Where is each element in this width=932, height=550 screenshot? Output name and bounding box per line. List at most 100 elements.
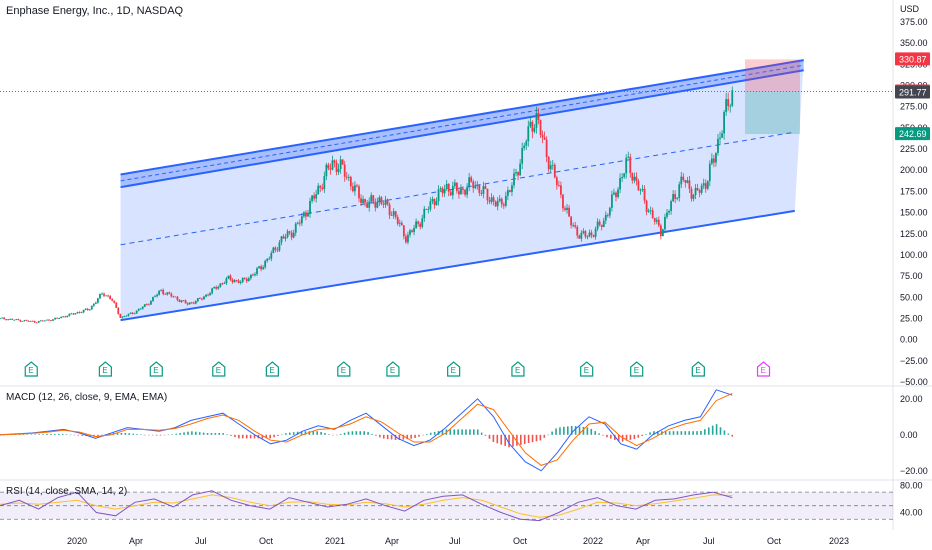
candle-body (462, 188, 464, 190)
macd-histogram-bar (151, 434, 154, 436)
candle-body (623, 173, 626, 178)
candle-body (480, 192, 483, 194)
macd-histogram-bar (492, 434, 495, 442)
candle-body (84, 308, 87, 310)
candle-body (345, 176, 348, 178)
candle-body (121, 316, 124, 318)
macd-histogram-bar (296, 431, 299, 435)
candle-body (313, 195, 316, 199)
candle-body (190, 302, 193, 304)
candle-body (154, 296, 156, 298)
candle-body (727, 99, 730, 107)
y-tick-label: 150.00 (900, 208, 928, 218)
macd-histogram-bar (332, 434, 334, 436)
y-tick-label: 350.00 (900, 38, 928, 48)
candle-body (92, 303, 95, 306)
candle-body (627, 156, 630, 158)
candle-body (97, 298, 99, 303)
macd-histogram-bar (320, 431, 322, 435)
candle-body (21, 321, 24, 322)
candle-body (580, 232, 583, 239)
y-tick-label: 375.00 (900, 17, 928, 27)
candle-body (602, 220, 605, 228)
candle-body (107, 295, 110, 297)
macd-histogram-bar (367, 432, 369, 435)
candle-body (231, 279, 234, 283)
candle-body (708, 163, 711, 182)
macd-histogram-bar (101, 434, 103, 436)
candle-body (378, 197, 381, 202)
candle-body (674, 194, 677, 199)
candle-body (541, 134, 544, 138)
macd-histogram-bar (410, 434, 412, 439)
candle-body (568, 207, 570, 217)
candle-body (290, 232, 293, 238)
macd-histogram-bar (81, 434, 84, 436)
earnings-marker (24, 361, 38, 377)
candle-body (474, 185, 477, 189)
macd-histogram-bar (711, 425, 714, 435)
candle-body (303, 212, 305, 217)
candle-body (315, 194, 318, 199)
candle-body (586, 236, 589, 238)
candle-body (186, 303, 189, 305)
macd-tick-label: −20.00 (900, 466, 928, 476)
macd-histogram-bar (672, 431, 675, 435)
candle-body (468, 177, 471, 188)
candle-body (649, 210, 652, 212)
candle-body (188, 302, 191, 305)
candle-body (131, 312, 134, 314)
candle-body (562, 194, 564, 209)
candle-body (617, 189, 619, 197)
candle-body (670, 201, 672, 212)
macd-histogram-bar (171, 434, 174, 435)
macd-histogram-bar (120, 433, 123, 435)
candle-body (486, 188, 489, 201)
macd-histogram-bar (586, 427, 589, 435)
macd-histogram-bar (277, 434, 279, 436)
macd-histogram-bar (61, 433, 64, 435)
macd-histogram-bar (394, 434, 397, 440)
y-tick-label: 175.00 (900, 186, 928, 196)
candle-body (409, 230, 411, 235)
candle-body (347, 176, 350, 178)
candle-body (258, 266, 260, 269)
candle-body (478, 184, 481, 193)
candle-body (354, 185, 356, 192)
candle-body (319, 185, 322, 188)
macd-histogram-bar (175, 433, 178, 435)
macd-histogram-bar (664, 431, 667, 435)
macd-histogram-bar (570, 425, 573, 435)
candle-body (492, 197, 495, 202)
macd-histogram-bar (124, 433, 127, 435)
price-label-text: 291.77 (899, 88, 927, 98)
price-label-badge (895, 127, 930, 141)
candle-body (341, 159, 344, 165)
y-tick-label: 0.00 (900, 335, 918, 345)
macd-line (0, 389, 733, 472)
candle-body (325, 164, 328, 177)
macd-histogram-bar (512, 434, 514, 447)
candle-body (370, 195, 373, 202)
candle-body (150, 300, 152, 305)
y-tick-label: −50.00 (900, 377, 928, 387)
candle-body (676, 197, 679, 199)
candle-body (633, 176, 636, 181)
earnings-marker (580, 361, 594, 377)
candle-body (659, 225, 662, 237)
candle-body (99, 293, 101, 299)
candle-body (639, 189, 642, 191)
candle-body (407, 234, 409, 243)
candle-body (70, 313, 73, 315)
macd-histogram-bar (222, 433, 225, 435)
earnings-marker (265, 361, 279, 377)
candle-body (413, 228, 415, 232)
macd-histogram-bar (46, 433, 48, 435)
candle-body (276, 249, 279, 251)
candle-body (80, 312, 83, 314)
candle-body (533, 127, 536, 132)
candle-body (29, 320, 32, 322)
macd-histogram-bar (473, 429, 475, 435)
candle-body (613, 192, 615, 195)
